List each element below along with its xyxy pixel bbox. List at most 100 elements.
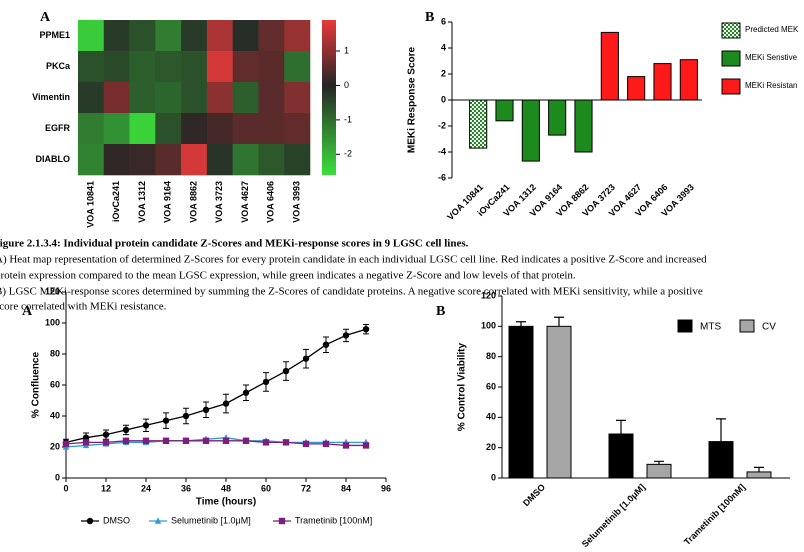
legend-label: MEKi Senstive bbox=[745, 53, 798, 62]
heat-cell bbox=[206, 144, 233, 176]
heat-cell bbox=[155, 144, 182, 176]
panel-label: A bbox=[22, 304, 33, 319]
y-tick-label: 100 bbox=[481, 321, 496, 331]
x-axis-label: Time (hours) bbox=[196, 497, 256, 508]
y-axis-label: % Confluence bbox=[31, 352, 42, 419]
colorbar-tick-label: -2 bbox=[344, 149, 352, 159]
error-bar bbox=[716, 418, 726, 442]
legend-swatch bbox=[739, 319, 755, 333]
data-point bbox=[342, 332, 350, 339]
colorbar bbox=[322, 20, 336, 175]
heat-cell bbox=[129, 144, 156, 176]
heat-cell bbox=[258, 20, 285, 52]
error-bar bbox=[554, 316, 564, 327]
legend-swatch bbox=[721, 78, 741, 95]
heat-cell bbox=[232, 20, 259, 52]
heat-cell bbox=[206, 20, 233, 52]
heat-cell bbox=[78, 82, 105, 114]
caption-line: B) LGSC MEKi-response scores determined … bbox=[0, 286, 703, 298]
data-point bbox=[362, 326, 370, 333]
heat-cell bbox=[103, 82, 130, 114]
column-label: iOvCa241 bbox=[111, 181, 121, 222]
x-tick-label: 60 bbox=[261, 483, 271, 493]
heat-cell bbox=[78, 20, 105, 52]
heat-cell bbox=[103, 144, 130, 176]
colorbar-tick-label: 1 bbox=[344, 45, 349, 55]
heat-cell bbox=[181, 82, 208, 114]
heat-cell bbox=[155, 20, 182, 52]
error-bar bbox=[616, 419, 626, 435]
bar bbox=[548, 99, 567, 136]
column-label: VOA 10841 bbox=[85, 181, 95, 228]
row-label: PPME1 bbox=[39, 30, 70, 40]
row-label: DIABLO bbox=[36, 154, 71, 164]
heat-cell bbox=[155, 82, 182, 114]
data-point bbox=[102, 431, 110, 438]
heat-cell bbox=[155, 113, 182, 145]
bar bbox=[646, 463, 672, 479]
y-tick-label: -2 bbox=[438, 120, 446, 130]
bar bbox=[546, 325, 572, 479]
panel-label: A bbox=[40, 10, 51, 25]
heat-cell bbox=[284, 20, 311, 52]
heat-cell bbox=[78, 144, 105, 176]
heat-cell bbox=[284, 82, 311, 114]
data-point bbox=[302, 440, 310, 448]
heat-cell bbox=[181, 144, 208, 176]
series-line bbox=[65, 437, 366, 448]
heat-cell bbox=[78, 113, 105, 145]
heat-cell bbox=[129, 113, 156, 145]
x-tick-label: 0 bbox=[63, 483, 68, 493]
x-tick-label: 72 bbox=[301, 483, 311, 493]
column-label: VOA 9164 bbox=[163, 181, 173, 223]
heat-cell bbox=[155, 51, 182, 83]
bar bbox=[495, 99, 514, 122]
y-tick-label: 40 bbox=[50, 410, 60, 420]
bar bbox=[746, 471, 772, 479]
heat-cell bbox=[284, 113, 311, 145]
data-point bbox=[142, 422, 150, 429]
bar bbox=[574, 99, 593, 153]
legend-label: MEKi Resistan bbox=[745, 81, 797, 90]
column-label: VOA 3993 bbox=[291, 181, 301, 223]
heat-cell bbox=[232, 51, 259, 83]
legend-swatch bbox=[677, 319, 693, 333]
row-label: Vimentin bbox=[32, 92, 70, 102]
y-axis-label: % Control Viability bbox=[457, 342, 468, 431]
heat-cell bbox=[258, 82, 285, 114]
legend-swatch bbox=[721, 22, 741, 39]
heat-cell bbox=[78, 51, 105, 83]
heat-cell bbox=[181, 113, 208, 145]
y-axis-label: MEKi Response Score bbox=[407, 46, 418, 153]
caption-line: score correlated with MEKi resistance. bbox=[0, 301, 167, 313]
data-point bbox=[302, 355, 310, 362]
data-point bbox=[342, 442, 350, 449]
data-point bbox=[222, 400, 230, 407]
data-point bbox=[162, 437, 170, 444]
bar bbox=[600, 31, 619, 101]
heat-cell bbox=[232, 82, 259, 114]
caption-title: Figure 2.1.3.4: Individual protein candi… bbox=[0, 238, 469, 250]
x-tick-label: 24 bbox=[141, 483, 151, 493]
bar bbox=[469, 99, 488, 149]
data-point bbox=[262, 378, 270, 386]
row-label: EGFR bbox=[45, 123, 71, 133]
y-tick-label: 100 bbox=[45, 317, 60, 327]
y-tick-label: -4 bbox=[438, 146, 446, 156]
y-tick-label: 60 bbox=[486, 381, 496, 391]
heat-cell bbox=[181, 20, 208, 52]
bar bbox=[708, 441, 734, 479]
series-line bbox=[65, 440, 366, 447]
y-tick-label: 120 bbox=[481, 290, 496, 300]
data-point bbox=[182, 437, 190, 444]
column-label: VOA 6406 bbox=[266, 181, 276, 223]
y-tick-label: 0 bbox=[55, 472, 60, 482]
data-point bbox=[122, 437, 130, 444]
x-tick-label: 84 bbox=[341, 483, 351, 493]
data-point bbox=[242, 437, 250, 444]
data-point bbox=[102, 439, 110, 446]
error-bar bbox=[654, 460, 664, 465]
column-label: VOA 3723 bbox=[214, 181, 224, 223]
